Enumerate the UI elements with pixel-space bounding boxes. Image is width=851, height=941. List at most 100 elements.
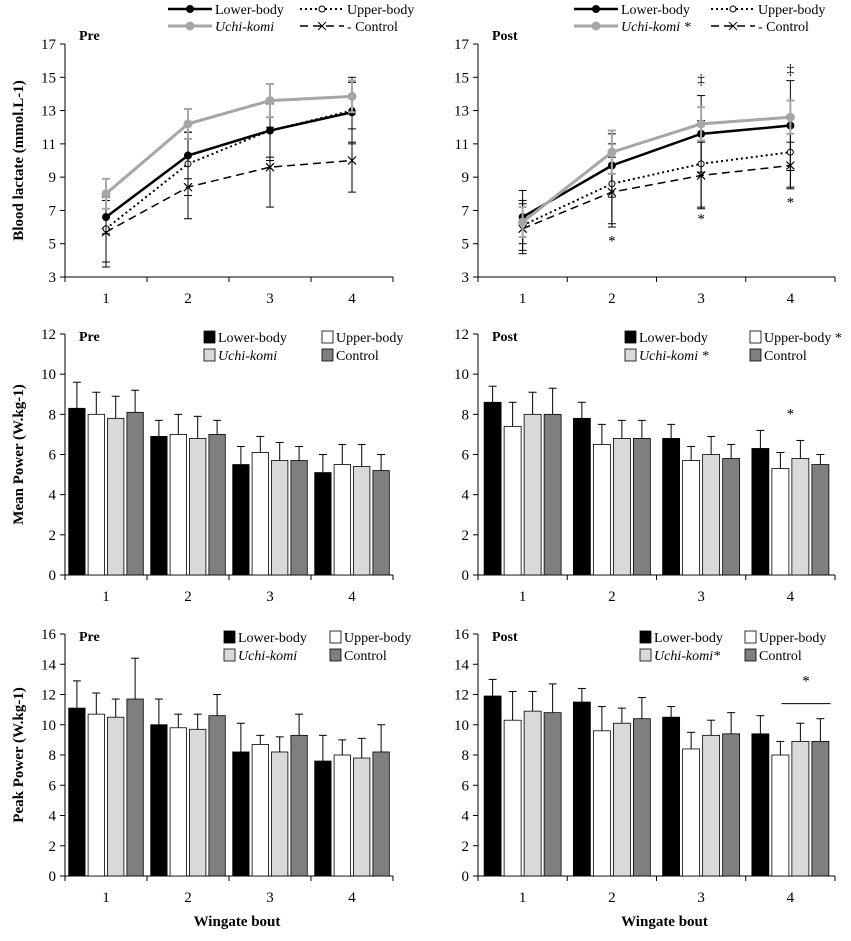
legend-label-upper: Upper-body	[344, 631, 411, 646]
legend-label-upper: Upper-body *	[764, 331, 842, 346]
x-tick-label: 1	[102, 890, 110, 906]
legend-swatch-uchi	[223, 648, 236, 662]
bar-upper	[682, 460, 701, 576]
legend-label-uchi: Uchi-komi	[218, 349, 277, 364]
bar-control	[632, 438, 651, 576]
x-tick-label: 2	[608, 291, 616, 307]
legend-label-lower: Lower-body	[218, 331, 287, 346]
y-tick-label: 15	[41, 70, 56, 86]
bar-uchi	[612, 722, 631, 877]
y-tick-label: 4	[49, 809, 57, 825]
x-tick-label: 4	[348, 291, 356, 307]
x-tick-label: 4	[348, 890, 356, 906]
y-tick-label: 0	[462, 869, 470, 885]
legend-label-lower: Lower-body	[639, 331, 708, 346]
legend-label-uchi: Uchi-komi *	[621, 20, 691, 35]
x-tick-label: 4	[787, 291, 795, 307]
y-tick-label: 5	[462, 237, 470, 253]
data-point-lower	[102, 213, 110, 222]
bar-upper	[87, 413, 105, 576]
legend-marker-upper	[729, 5, 737, 13]
bar-upper	[592, 730, 611, 877]
bar-uchi	[702, 454, 721, 576]
legend-label-lower: Lower-body	[621, 3, 690, 18]
legend-label-control: - Control	[758, 20, 809, 35]
legend-swatch-upper	[329, 630, 342, 644]
bar-upper	[503, 425, 522, 576]
bar-upper	[169, 434, 187, 576]
x-axis-label: Wingate bout	[621, 914, 708, 930]
legend-label-uchi: Uchi-komi *	[639, 349, 709, 364]
bar-upper	[333, 754, 351, 877]
data-point-uchi	[785, 112, 795, 122]
significance-mark: *	[697, 212, 705, 228]
y-tick-label: 7	[462, 203, 470, 219]
y-tick-label: 3	[462, 270, 470, 286]
legend-swatch-uchi	[639, 648, 652, 662]
bar-uchi	[107, 417, 125, 576]
data-point-uchi	[265, 96, 275, 106]
bar-uchi	[791, 458, 810, 576]
legend-label-upper: Upper-body	[336, 331, 403, 346]
legend-swatch-lower	[203, 330, 216, 344]
data-point-uchi	[518, 217, 528, 227]
significance-mark: ‡	[697, 72, 705, 88]
legend-swatch-control	[749, 348, 762, 362]
bar-lower	[314, 760, 332, 877]
y-tick-label: 16	[454, 627, 470, 643]
data-point-control	[347, 156, 357, 165]
y-tick-label: 2	[49, 839, 57, 855]
y-tick-label: 12	[454, 327, 469, 343]
bar-control	[722, 733, 741, 877]
legend-marker-uchi	[185, 21, 195, 31]
x-tick-label: 1	[102, 291, 110, 307]
bar-control	[811, 464, 830, 576]
series-line-control	[522, 164, 791, 230]
y-tick-label: 2	[462, 528, 470, 544]
bar-control	[811, 740, 830, 877]
bar-upper	[771, 468, 790, 576]
bar-upper	[592, 444, 611, 576]
legend-marker-control	[317, 21, 327, 31]
panel-title: Post	[492, 630, 518, 645]
y-tick-label: 4	[49, 488, 57, 504]
data-point-uchi	[347, 91, 357, 101]
x-tick-label: 1	[519, 589, 527, 605]
chart-legend: Lower-body Upper-body Uchi-komi* Control	[639, 630, 826, 664]
y-tick-label: 12	[41, 327, 56, 343]
legend-swatch-upper	[321, 330, 334, 344]
x-tick-label: 4	[787, 890, 795, 906]
y-tick-label: 6	[462, 448, 470, 464]
x-tick-label: 3	[697, 291, 705, 307]
x-tick-label: 3	[697, 589, 705, 605]
y-tick-label: 12	[454, 688, 469, 704]
legend-swatch-control	[329, 648, 342, 662]
y-tick-label: 13	[454, 104, 469, 120]
chart-panel-1: 3 5 7 9 11 13 15 17 1 2 3 4 Pre Blood lactate (mmol.L…	[11, 3, 414, 307]
bar-uchi	[189, 728, 207, 877]
bar-lower	[314, 472, 332, 576]
x-tick-label: 3	[266, 589, 274, 605]
bar-control	[290, 460, 308, 576]
y-tick-label: 6	[49, 448, 57, 464]
bar-control	[126, 411, 144, 576]
chart-legend: Lower-body Upper-body * Uchi-komi * Control	[624, 330, 842, 364]
bar-lower	[662, 438, 681, 576]
y-tick-label: 10	[41, 367, 56, 383]
bar-lower	[150, 724, 168, 877]
legend-marker-control	[728, 21, 738, 31]
bar-lower	[572, 701, 591, 877]
x-tick-label: 3	[697, 890, 705, 906]
data-point-uchi	[183, 119, 193, 129]
y-tick-label: 14	[41, 657, 57, 673]
legend-label-control: - Control	[347, 20, 398, 35]
x-tick-label: 1	[519, 890, 527, 906]
y-axis-label: Mean Power (W.kg-1)	[11, 384, 27, 524]
bar-uchi	[271, 751, 289, 877]
bar-control	[208, 434, 226, 576]
bar-uchi	[612, 438, 631, 576]
series-line-lower	[105, 111, 353, 219]
series-line-lower	[521, 124, 791, 219]
